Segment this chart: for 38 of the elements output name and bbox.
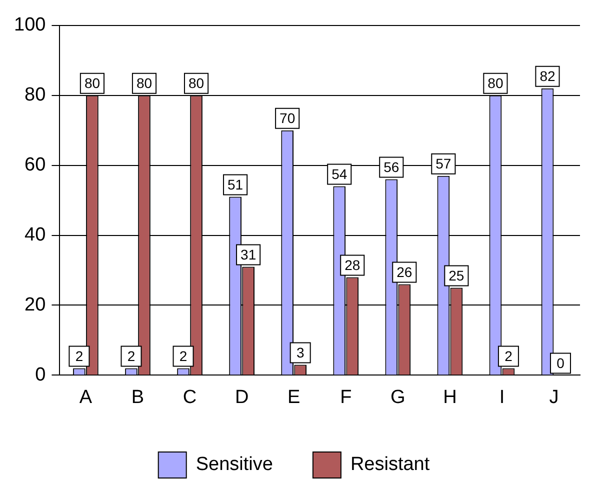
x-tick-label: B	[131, 386, 144, 408]
y-tick-label: 60	[24, 154, 46, 176]
data-label: 3	[296, 344, 304, 361]
x-tick-label: G	[390, 386, 406, 408]
x-tick-label: H	[443, 386, 457, 408]
data-label: 70	[280, 110, 296, 126]
legend-label: Resistant	[350, 454, 430, 476]
x-tick-label: C	[182, 386, 197, 408]
data-label: 80	[188, 75, 204, 92]
data-label: 82	[540, 68, 556, 84]
data-label: 2	[127, 348, 136, 364]
data-label: 2	[504, 348, 513, 364]
x-tick-label: J	[549, 386, 559, 408]
data-label: 80	[84, 75, 100, 92]
y-tick-label: 40	[24, 224, 46, 246]
data-label: 57	[436, 156, 452, 172]
data-label: 0	[556, 355, 565, 372]
data-label: 54	[332, 166, 348, 182]
data-label: 80	[488, 75, 504, 92]
data-label: 25	[448, 268, 464, 284]
x-tick-label: D	[234, 386, 249, 408]
data-label: 31	[240, 246, 256, 263]
data-label: 26	[396, 264, 412, 280]
data-label: 28	[344, 257, 360, 274]
y-tick-label: 0	[35, 364, 46, 386]
x-tick-label: I	[499, 386, 505, 408]
data-label: 56	[384, 159, 400, 176]
data-label: 51	[228, 176, 244, 193]
legend-label: Sensitive	[196, 454, 273, 476]
data-label: 2	[179, 348, 188, 364]
y-tick-label: 80	[24, 84, 46, 106]
x-tick-label: A	[79, 386, 92, 408]
data-label: 80	[136, 75, 152, 92]
x-tick-label: E	[287, 386, 300, 408]
data-label: 2	[75, 348, 84, 364]
x-tick-label: F	[340, 386, 352, 408]
y-tick-label: 20	[24, 294, 46, 316]
y-tick-label: 100	[14, 14, 46, 36]
